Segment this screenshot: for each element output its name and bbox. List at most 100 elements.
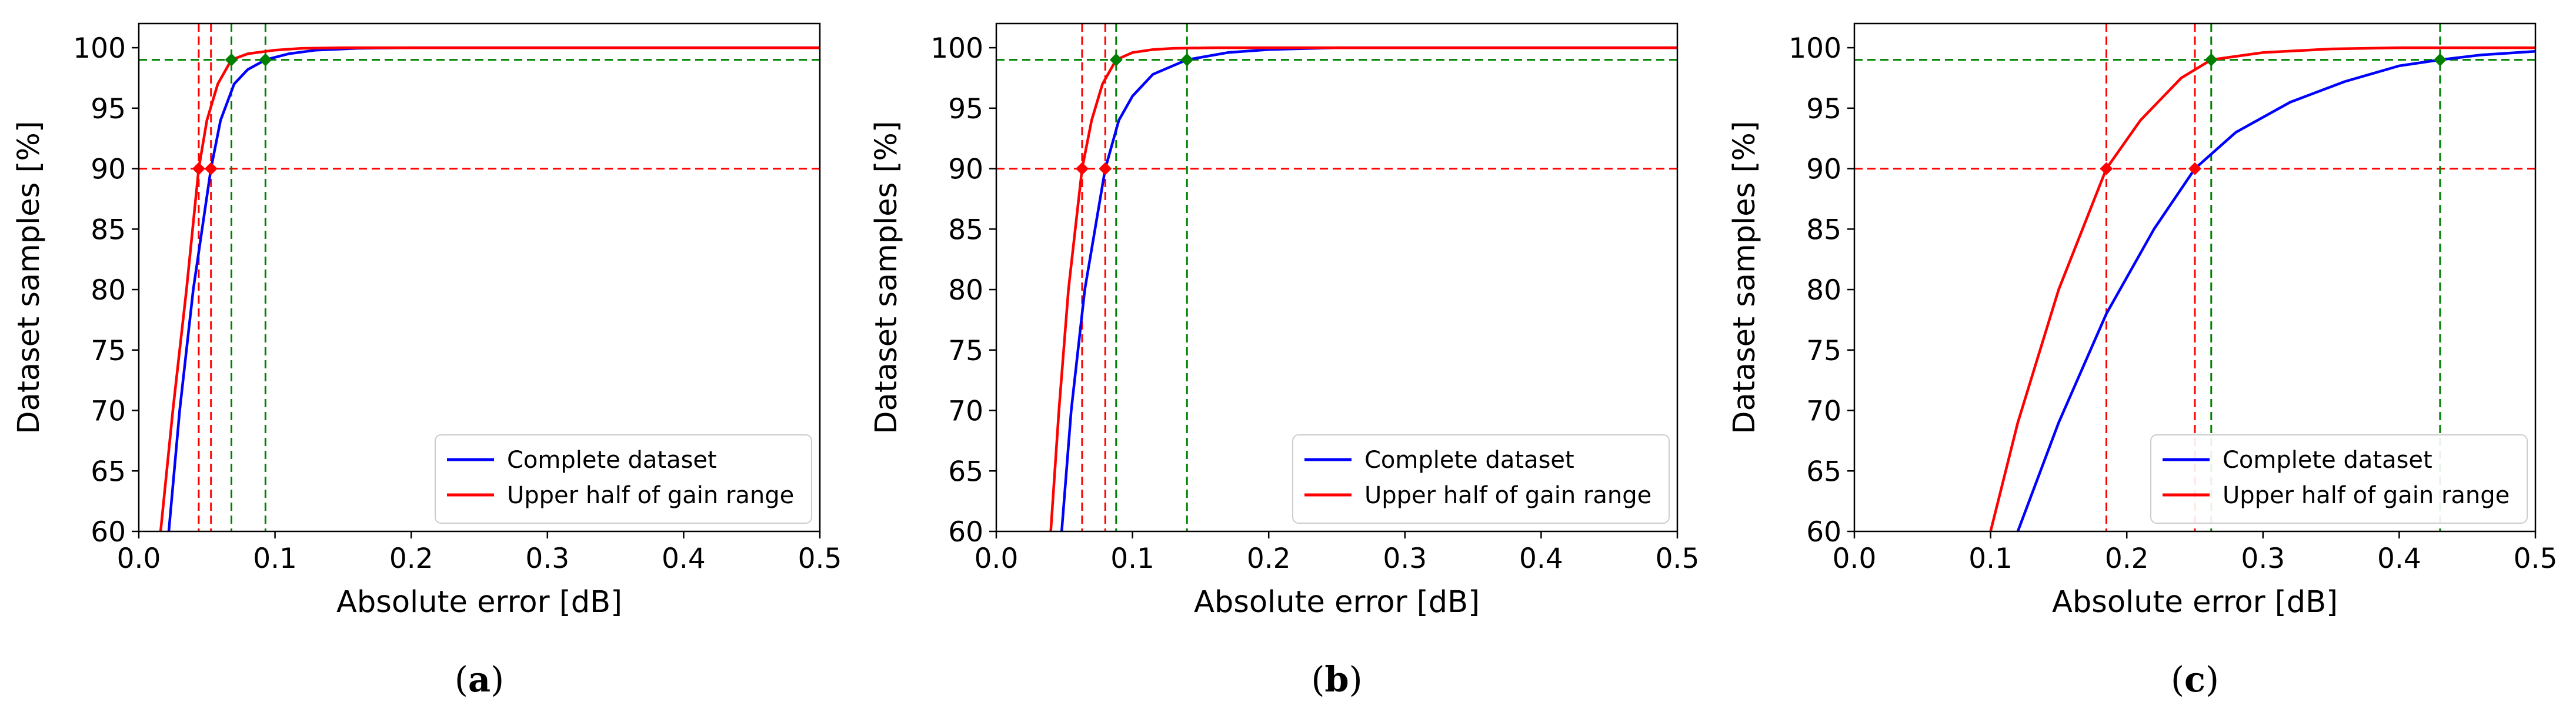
legend-label-upper: Upper half of gain range bbox=[1364, 482, 1651, 509]
subfigure-label: (a) bbox=[455, 659, 504, 700]
y-tick-label: 100 bbox=[73, 32, 126, 65]
guide-markers bbox=[1075, 53, 1194, 175]
marker-90-1 bbox=[204, 162, 218, 175]
y-tick-label: 65 bbox=[91, 455, 126, 488]
panel-b: 0.0 0.1 0.2 0.3 0.4 0.5 60 65 70 75 80 85 90 95 100 Abs… bbox=[869, 22, 1700, 700]
subfigure-paren-close: ) bbox=[2205, 659, 2219, 700]
x-tick-label: 0.2 bbox=[1247, 543, 1291, 575]
y-tick-label: 85 bbox=[948, 214, 983, 246]
x-tick-label: 0.4 bbox=[1519, 543, 1563, 575]
y-tick-label: 60 bbox=[1806, 516, 1841, 548]
y-tick-label: 65 bbox=[1806, 455, 1841, 488]
y-tick-label: 75 bbox=[948, 335, 983, 367]
x-tick-label: 0.3 bbox=[1383, 543, 1427, 575]
x-tick-label: 0.0 bbox=[975, 543, 1019, 575]
x-tick-label: 0.5 bbox=[1656, 543, 1700, 575]
x-tick-label: 0.0 bbox=[1833, 543, 1877, 575]
legend-box bbox=[1292, 434, 1670, 524]
marker-90-1 bbox=[1099, 162, 1112, 175]
marker-99-1 bbox=[1180, 53, 1194, 66]
legend-label-upper: Upper half of gain range bbox=[507, 482, 794, 509]
x-tick-label: 0.2 bbox=[2105, 543, 2149, 575]
marker-99-0 bbox=[225, 53, 238, 66]
subfigure-letter: a bbox=[468, 659, 490, 700]
x-axis-label: Absolute error [dB] bbox=[2052, 585, 2338, 620]
marker-99-1 bbox=[2433, 53, 2447, 66]
y-tick-label: 85 bbox=[1806, 214, 1841, 246]
y-tick-label: 90 bbox=[948, 154, 983, 186]
legend-box bbox=[2150, 434, 2528, 524]
subfigure-paren-open: ( bbox=[2171, 659, 2184, 700]
x-tick-label: 0.3 bbox=[525, 543, 569, 575]
legend-box bbox=[435, 434, 812, 524]
legend-label-complete: Complete dataset bbox=[2223, 447, 2432, 474]
subfigure-letter: b bbox=[1324, 659, 1349, 700]
x-tick-label: 0.3 bbox=[2241, 543, 2285, 575]
y-tick-label: 80 bbox=[948, 274, 983, 307]
marker-90-0 bbox=[192, 162, 205, 175]
y-axis-label: Dataset samples [%] bbox=[869, 121, 904, 434]
legend: Complete dataset Upper half of gain range bbox=[2150, 434, 2528, 524]
x-axis-label: Absolute error [dB] bbox=[1194, 585, 1480, 620]
y-tick-label: 85 bbox=[91, 214, 126, 246]
plot-frame bbox=[1853, 22, 2537, 533]
marker-99-0 bbox=[2204, 53, 2218, 66]
x-axis-label: Absolute error [dB] bbox=[336, 585, 622, 620]
x-tick-label: 0.4 bbox=[2377, 543, 2421, 575]
series-complete-line bbox=[2016, 50, 2535, 531]
y-tick-label: 70 bbox=[948, 395, 983, 428]
x-tick-label: 0.2 bbox=[389, 543, 433, 575]
y-tick-label: 95 bbox=[948, 93, 983, 125]
y-tick-label: 70 bbox=[1806, 395, 1841, 428]
y-axis-label: Dataset samples [%] bbox=[1727, 121, 1762, 434]
y-tick-label: 100 bbox=[930, 32, 983, 65]
y-tick-label: 80 bbox=[91, 274, 126, 307]
y-tick-label: 95 bbox=[1806, 93, 1841, 125]
plot-frame bbox=[138, 22, 821, 533]
subfigure-letter: c bbox=[2184, 659, 2205, 700]
y-tick-label: 75 bbox=[91, 335, 126, 367]
y-tick-label: 70 bbox=[91, 395, 126, 428]
y-tick-label: 75 bbox=[1806, 335, 1841, 367]
marker-99-0 bbox=[1109, 53, 1123, 66]
subfigure-paren-open: ( bbox=[1311, 659, 1324, 700]
x-tick-label: 0.1 bbox=[253, 543, 297, 575]
x-tick-label: 0.5 bbox=[798, 543, 842, 575]
y-axis-label: Dataset samples [%] bbox=[12, 121, 46, 434]
panel-c: 0.0 0.1 0.2 0.3 0.4 0.5 60 65 70 75 80 85 90 95 100 Abs… bbox=[1727, 22, 2558, 700]
legend: Complete dataset Upper half of gain range bbox=[435, 434, 812, 524]
y-tick-label: 90 bbox=[91, 154, 126, 186]
marker-90-0 bbox=[2100, 162, 2113, 175]
guide-markers bbox=[2100, 53, 2447, 175]
subfigure-label: (c) bbox=[2171, 659, 2219, 700]
marker-90-0 bbox=[1075, 162, 1089, 175]
plot-frame bbox=[995, 22, 1679, 533]
guide-lines bbox=[996, 24, 1677, 531]
x-tick-label: 0.5 bbox=[2514, 543, 2558, 575]
subfigure-paren-close: ) bbox=[1349, 659, 1363, 700]
y-tick-label: 95 bbox=[91, 93, 126, 125]
y-tick-label: 90 bbox=[1806, 154, 1841, 186]
subfigure-paren-open: ( bbox=[455, 659, 468, 700]
series-lines bbox=[1989, 46, 2535, 531]
y-tick-label: 80 bbox=[1806, 274, 1841, 307]
series-upper-line bbox=[1989, 46, 2535, 531]
guide-markers bbox=[192, 53, 272, 175]
legend-label-complete: Complete dataset bbox=[507, 447, 717, 474]
y-tick-label: 100 bbox=[1788, 32, 1841, 65]
x-tick-label: 0.1 bbox=[1968, 543, 2013, 575]
panel-a: 0.0 0.1 0.2 0.3 0.4 0.5 60 65 70 75 80 85 90 95 100 Abs… bbox=[12, 22, 842, 700]
marker-90-1 bbox=[2188, 162, 2201, 175]
x-tick-label: 0.4 bbox=[662, 543, 706, 575]
legend-label-complete: Complete dataset bbox=[1364, 447, 1574, 474]
y-tick-label: 65 bbox=[948, 455, 983, 488]
y-tick-label: 60 bbox=[948, 516, 983, 548]
y-tick-label: 60 bbox=[91, 516, 126, 548]
marker-99-1 bbox=[259, 53, 272, 66]
legend-label-upper: Upper half of gain range bbox=[2223, 482, 2510, 509]
legend: Complete dataset Upper half of gain range bbox=[1292, 434, 1670, 524]
subfigure-paren-close: ) bbox=[490, 659, 504, 700]
subfigure-label: (b) bbox=[1311, 659, 1362, 700]
x-tick-label: 0.1 bbox=[1110, 543, 1154, 575]
